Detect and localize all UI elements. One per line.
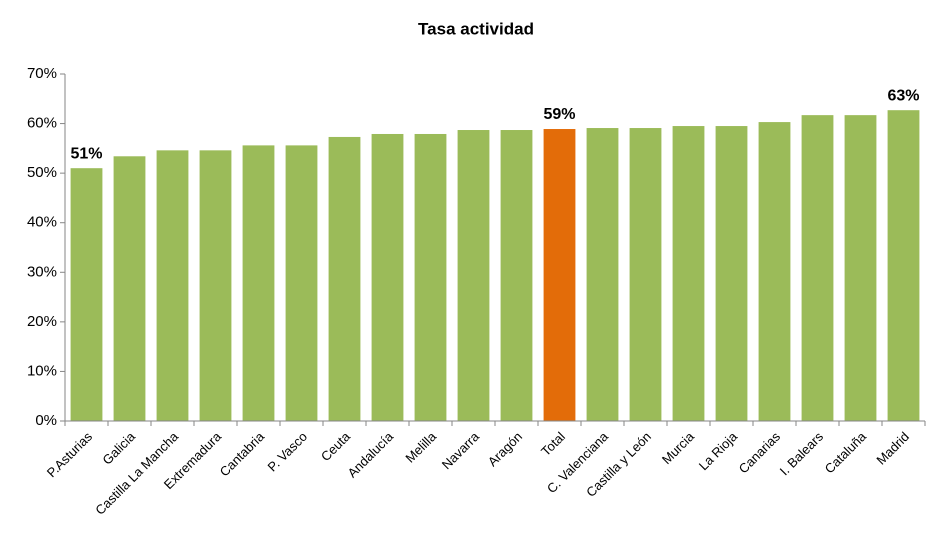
bar	[672, 126, 705, 422]
bar	[156, 150, 189, 421]
bar	[242, 145, 275, 421]
bar	[457, 130, 490, 421]
bar	[414, 133, 447, 421]
bar	[801, 115, 834, 421]
x-tick-label: I. Balears	[777, 429, 827, 479]
bar	[543, 129, 576, 421]
bar	[70, 168, 103, 421]
chart-title: Tasa actividad	[418, 19, 534, 38]
value-label: 59%	[543, 106, 575, 123]
y-tick-label: 30%	[27, 263, 57, 280]
x-tick-label: Murcia	[659, 428, 698, 467]
bar	[500, 130, 533, 421]
bar	[328, 136, 361, 421]
x-tick-label: Navarra	[439, 428, 483, 472]
bar	[371, 133, 404, 421]
bar	[113, 156, 146, 421]
x-tick-label: Total	[538, 429, 568, 459]
y-tick-label: 50%	[27, 164, 57, 181]
x-tick-label: Madrid	[873, 429, 912, 468]
y-tick-label: 0%	[35, 412, 57, 429]
x-tick-label: Aragón	[485, 429, 525, 469]
x-tick-label: Galicia	[99, 428, 138, 467]
y-tick-label: 10%	[27, 362, 57, 379]
x-tick-label: Andalucía	[345, 428, 397, 480]
bar	[844, 115, 877, 421]
bar	[586, 128, 619, 422]
x-tick-label: Ceuta	[318, 428, 354, 464]
bar	[285, 145, 318, 421]
y-tick-label: 40%	[27, 214, 57, 231]
bar	[629, 128, 662, 422]
bar	[715, 126, 748, 422]
x-tick-label: Cantabria	[217, 428, 268, 479]
value-label: 51%	[70, 145, 102, 162]
bar	[199, 150, 232, 421]
x-tick-label: P.Asturias	[44, 429, 96, 481]
x-tick-label: P. Vasco	[265, 429, 311, 475]
x-tick-label: Canarias	[736, 429, 784, 477]
bar	[887, 110, 920, 422]
x-tick-label: Cataluña	[822, 428, 870, 476]
y-tick-label: 60%	[27, 115, 57, 132]
y-tick-label: 20%	[27, 313, 57, 330]
bar	[758, 122, 791, 421]
x-tick-label: La Rioja	[696, 428, 741, 473]
x-tick-label: Melilla	[402, 428, 439, 465]
value-label: 63%	[887, 87, 919, 104]
y-tick-label: 70%	[27, 65, 57, 82]
